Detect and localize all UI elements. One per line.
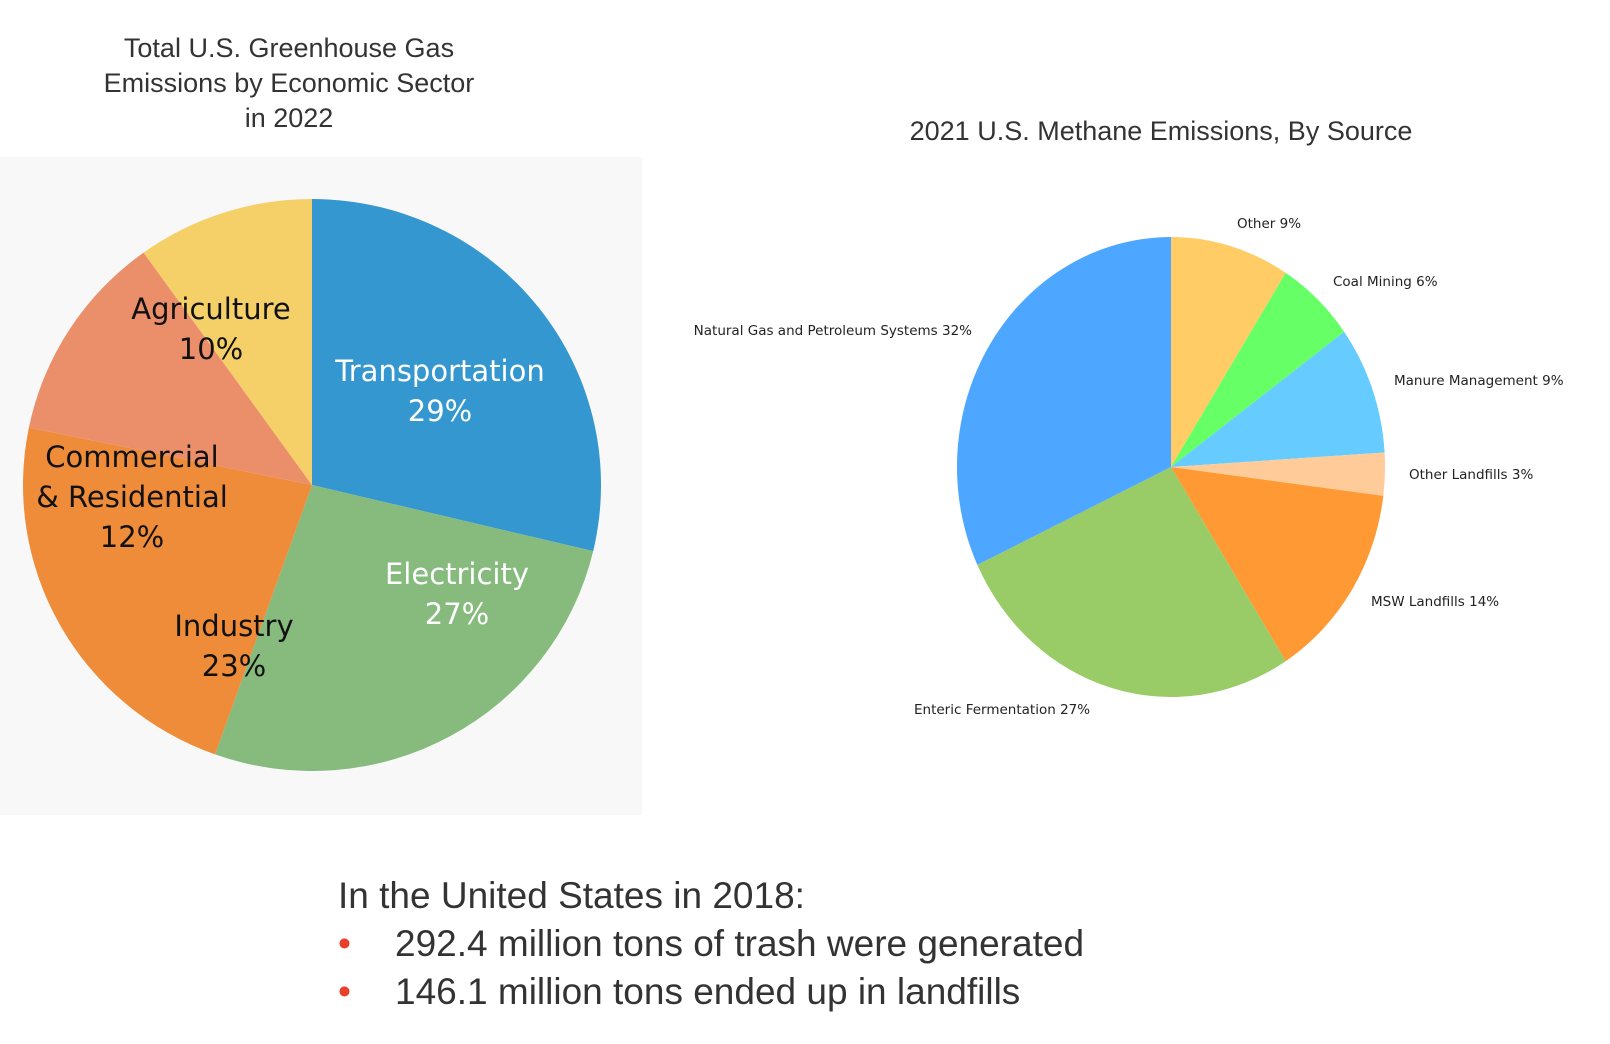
- slice-percent: 23%: [201, 649, 267, 683]
- slice-percent: 29%: [407, 394, 473, 428]
- methane-chart-title: 2021 U.S. Methane Emissions, By Source: [909, 116, 1413, 146]
- pie1-slice-1: [1171, 272, 1345, 467]
- fact-item: • 292.4 million tons of trash were genera…: [338, 920, 1084, 968]
- slice-label: Enteric Fermentation 27%: [914, 702, 1091, 718]
- title-line: in 2022: [244, 103, 334, 133]
- pie0-slice-3: [28, 252, 313, 485]
- pie1-slice-0: [1171, 237, 1286, 467]
- slice-label: Agriculture 10%: [131, 289, 291, 369]
- pie1-slice-4: [1171, 467, 1384, 662]
- slice-percent: 27%: [424, 597, 490, 631]
- fact-text: 146.1 million tons ended up in landfills: [395, 971, 1021, 1012]
- slice-label: Other 9%: [1237, 216, 1302, 232]
- pie0-slice-0: [312, 199, 601, 552]
- slice-percent: 12%: [99, 520, 165, 554]
- slice-label: Commercial & Residential 12%: [36, 437, 228, 557]
- pie0-slice-2: [22, 427, 312, 755]
- pie1-slice-2: [1171, 331, 1385, 467]
- fact-item: • 146.1 million tons ended up in landfill…: [338, 968, 1084, 1016]
- title-line: Emissions by Economic Sector: [103, 68, 475, 98]
- title-line: Total U.S. Greenhouse Gas: [123, 33, 455, 63]
- ghg-chart-title: Total U.S. Greenhouse Gas Emissions by E…: [89, 31, 489, 136]
- facts-block: In the United States in 2018: • 292.4 mil…: [338, 872, 1084, 1016]
- pie1-slice-6: [956, 236, 1171, 565]
- pie1-slice-5: [977, 467, 1286, 698]
- slice-label: Electricity 27%: [385, 554, 529, 634]
- slice-label: MSW Landfills 14%: [1371, 594, 1500, 610]
- slice-label: Transportation 29%: [335, 351, 544, 431]
- slice-label-line: Industry: [174, 609, 294, 643]
- slice-label-line: Electricity: [384, 557, 530, 591]
- slice-label: Manure Management 9%: [1394, 373, 1564, 389]
- slice-label-line: & Residential: [36, 480, 228, 514]
- pie0-slice-4: [143, 199, 312, 485]
- bullet-icon: •: [338, 923, 351, 964]
- slice-percent: 10%: [178, 332, 244, 366]
- slice-label: Coal Mining 6%: [1333, 274, 1438, 290]
- slice-label-line: Commercial: [45, 440, 219, 474]
- slice-label: Industry 23%: [174, 606, 293, 686]
- slice-label-line: Agriculture: [131, 292, 291, 326]
- pie1-slice-3: [1171, 452, 1385, 496]
- slice-label-line: Transportation: [335, 354, 545, 388]
- fact-text: 292.4 million tons of trash were generat…: [395, 923, 1085, 964]
- slice-label: Other Landfills 3%: [1409, 467, 1534, 483]
- facts-heading: In the United States in 2018:: [338, 875, 805, 916]
- bullet-icon: •: [338, 971, 351, 1012]
- slice-label: Natural Gas and Petroleum Systems 32%: [693, 323, 972, 339]
- pie0-slice-1: [215, 485, 594, 771]
